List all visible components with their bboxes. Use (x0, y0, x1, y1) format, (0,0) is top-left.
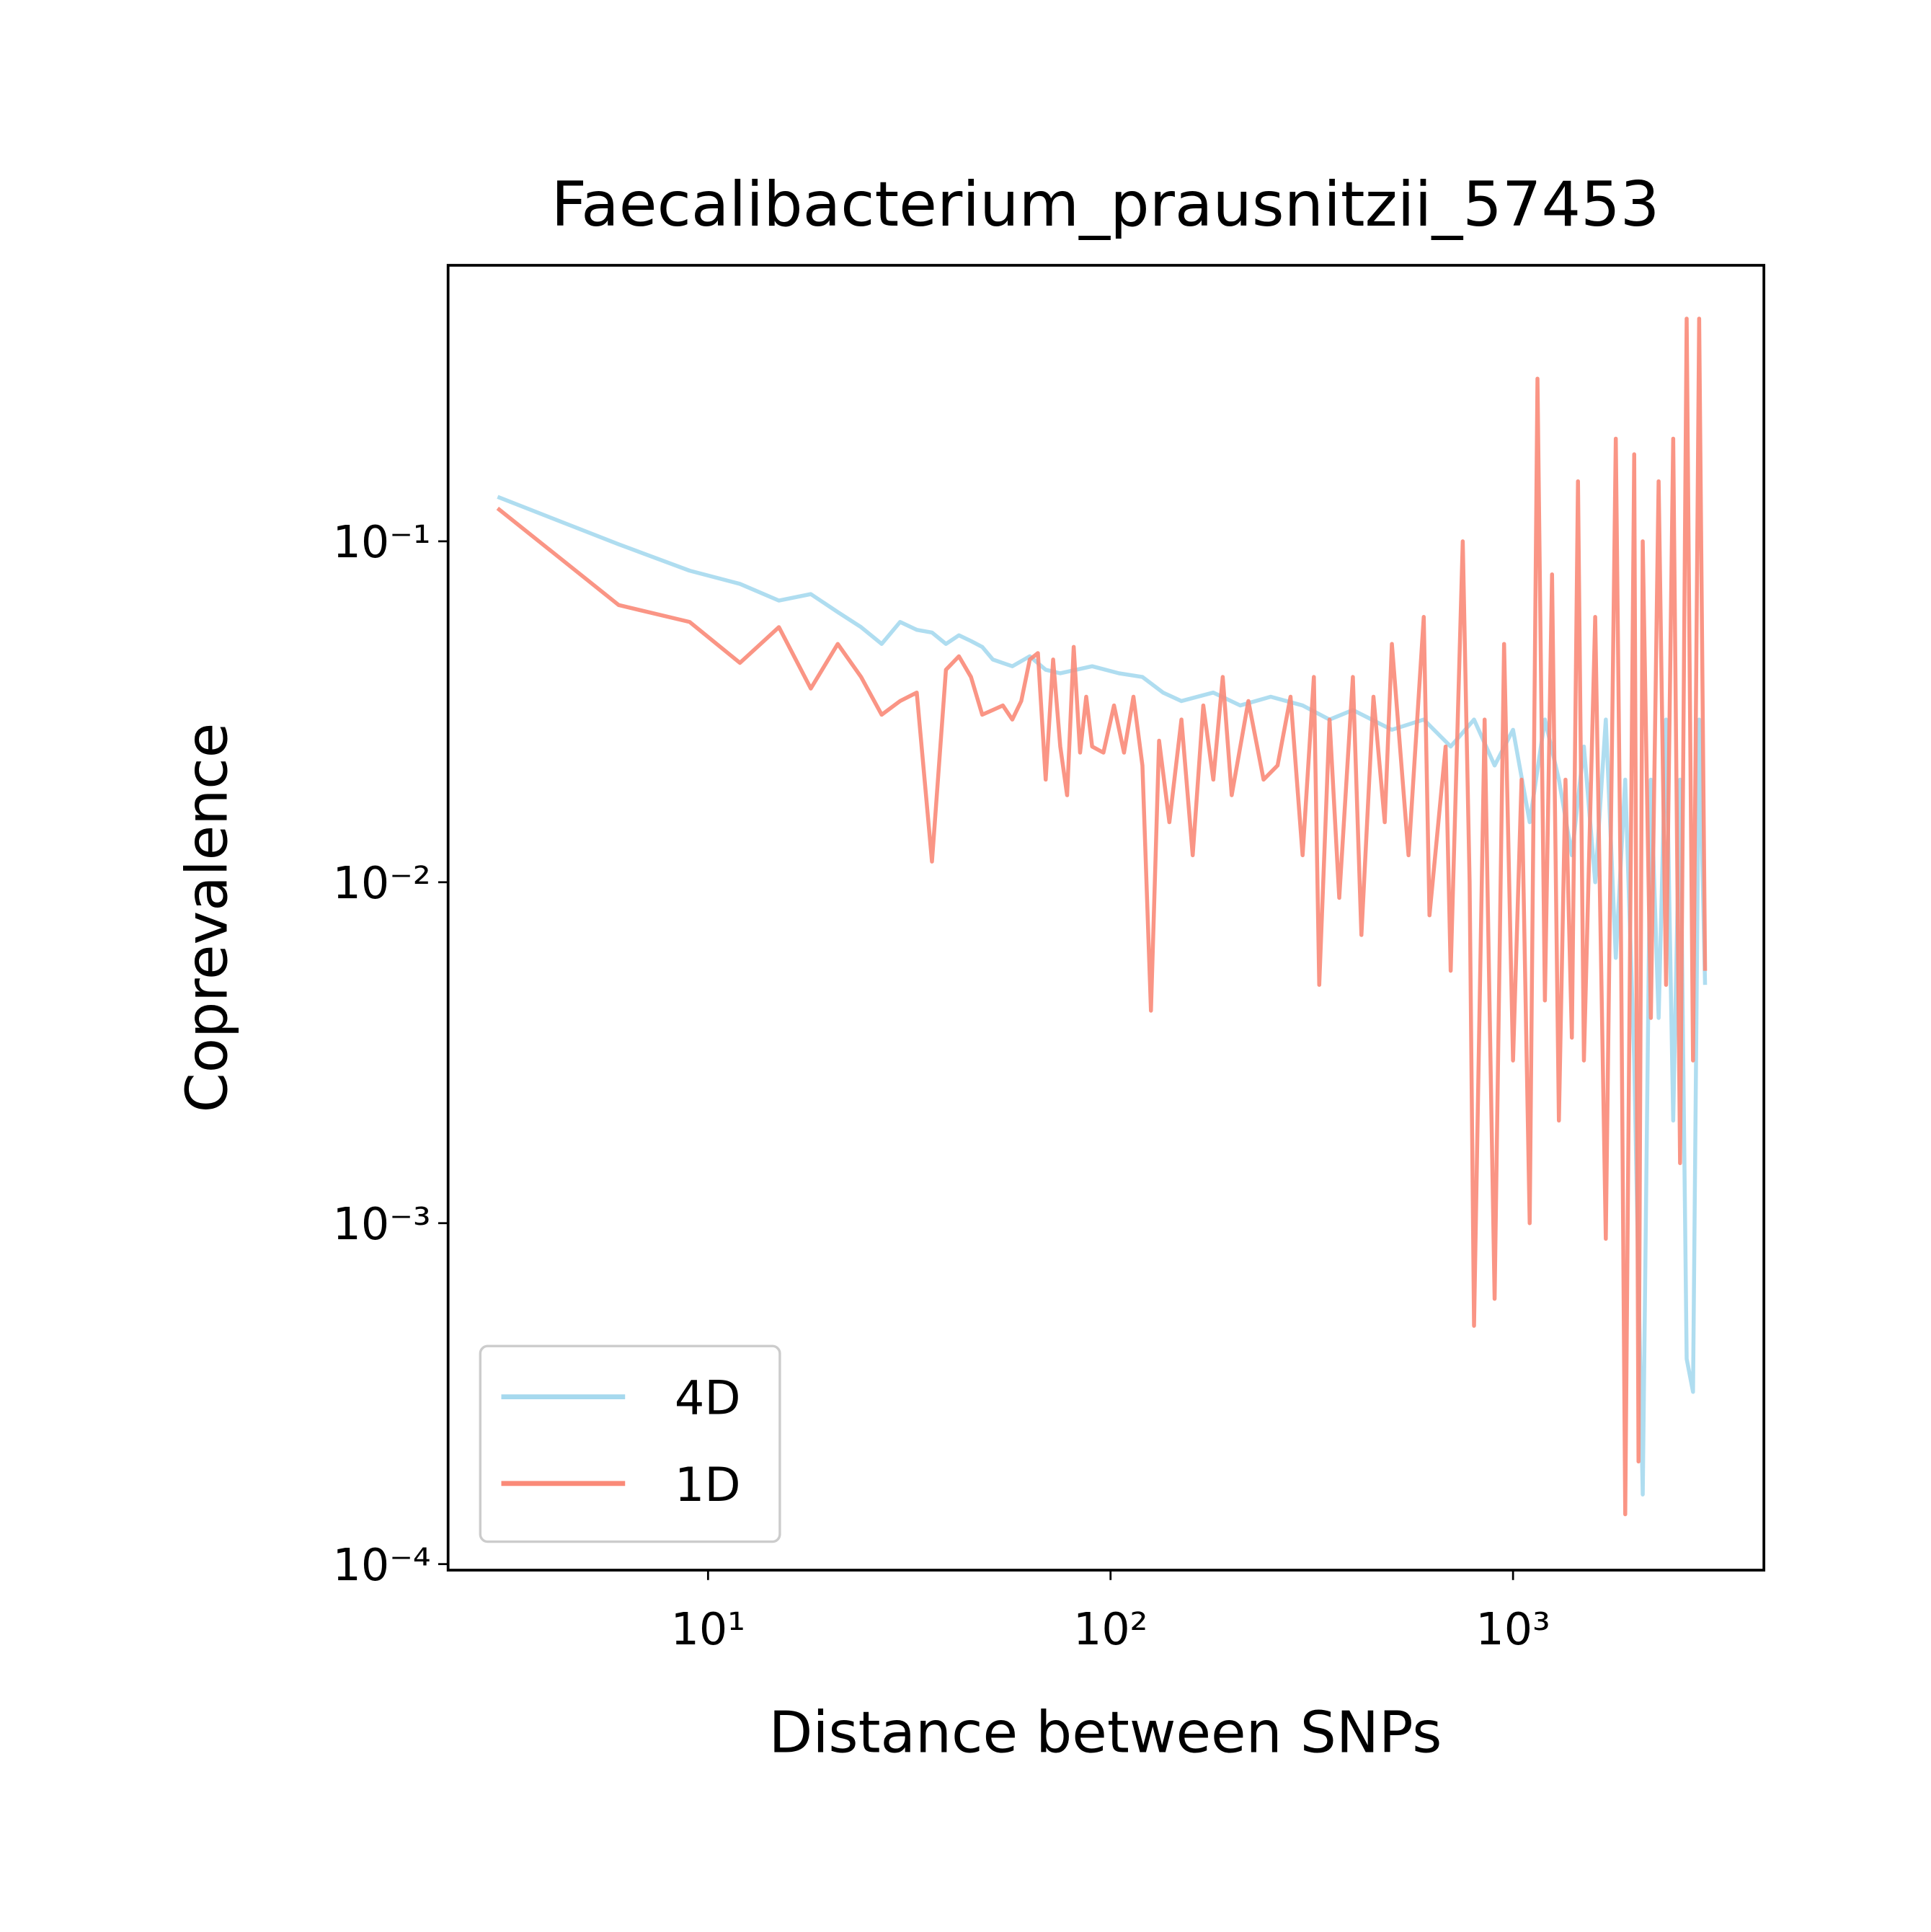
x-tick-label: 10¹ (671, 1603, 745, 1655)
legend-label: 1D (675, 1458, 741, 1512)
chart-title: Faecalibacterium_prausnitzii_57453 (551, 169, 1660, 241)
y-tick-label: 10⁻¹ (333, 516, 431, 568)
x-tick-label: 10³ (1475, 1603, 1550, 1655)
y-axis-label: Coprevalence (174, 723, 240, 1113)
axes-frame (446, 264, 1766, 1572)
x-axis-label: Distance between SNPs (769, 1699, 1442, 1765)
y-tick-label: 10⁻⁴ (333, 1539, 431, 1591)
legend-label: 4D (675, 1371, 741, 1426)
y-tick-label: 10⁻³ (333, 1198, 431, 1250)
series-line (496, 316, 1708, 1517)
plot-area (496, 316, 1708, 1517)
y-tick-label: 10⁻² (333, 857, 431, 909)
legend: 4D 1D (479, 1344, 781, 1543)
x-tick-label: 10² (1073, 1603, 1147, 1655)
